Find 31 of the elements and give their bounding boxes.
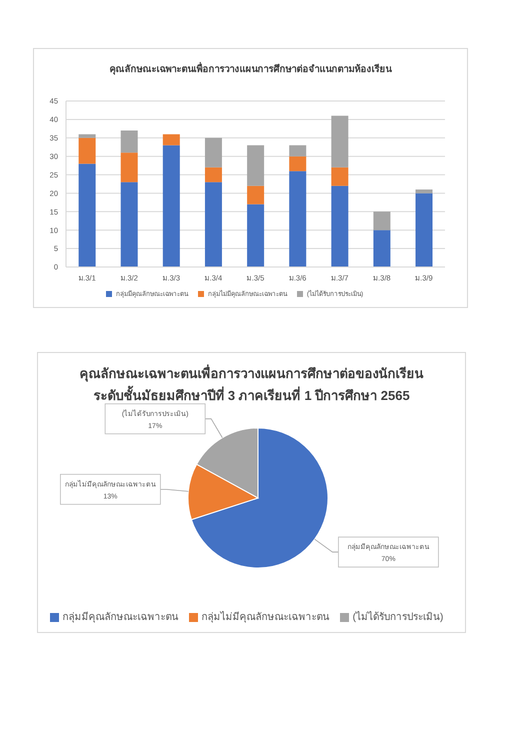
bar: [78, 164, 96, 267]
chart-title: คุณลักษณะเฉพาะตนเพื่อการวางแผนการศึกษาต่อจำแนกตามห้องเรียน: [108, 61, 393, 76]
bar: [373, 230, 390, 267]
bar: [162, 134, 180, 146]
legend-label: กลุ่มมีคุณลักษณะเฉพาะตน: [62, 612, 179, 623]
bar: [289, 171, 306, 267]
bar: [78, 134, 96, 138]
bar: [120, 130, 138, 153]
bar: [204, 167, 222, 182]
bar: [289, 156, 306, 172]
bar: [247, 145, 264, 186]
bar: [204, 138, 222, 168]
bar: [416, 190, 433, 194]
bar: [247, 204, 264, 267]
bar: [289, 145, 306, 156]
bar: [416, 193, 433, 267]
bar: [331, 186, 348, 267]
bar: [247, 186, 264, 204]
bar: [373, 212, 390, 230]
bar: [331, 167, 348, 186]
bar: [78, 138, 96, 164]
legend-label: (ไม่ได้รับการประเมิน): [352, 612, 444, 623]
chart-title: คุณลักษณะเฉพาะตนเพื่อการวางแผนการศึกษาต่อของนักเรียน: [78, 364, 424, 384]
bar: [331, 116, 348, 168]
chart-subtitle: ระดับชั้นมัธยมศึกษาปีที่ 3 ภาคเรียนที่ 1 ปีการศึกษา 2565: [92, 385, 411, 405]
legend-label: กลุ่มไม่มีคุณลักษณะเฉพาะตน: [202, 612, 330, 623]
bar: [120, 182, 138, 267]
pie-slice: [190, 428, 328, 568]
bar: [204, 182, 222, 267]
bar: [162, 145, 180, 267]
bar: [120, 152, 138, 182]
